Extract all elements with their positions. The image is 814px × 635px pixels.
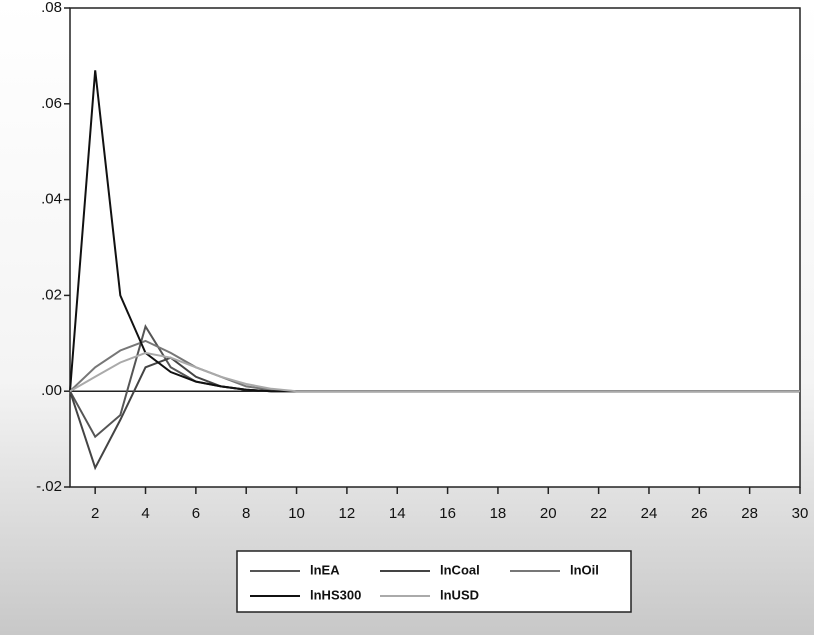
legend: lnEA lnCoal lnOil lnHS300 lnUSD	[250, 562, 599, 602]
y-tick-label: .02	[41, 286, 62, 303]
series-line	[69, 351, 800, 393]
x-tick-label: 14	[389, 505, 406, 522]
x-tick-label: 28	[741, 505, 758, 522]
x-tick-label: 18	[490, 505, 507, 522]
y-tick-label: -.02	[36, 478, 62, 495]
x-tick-label: 2	[91, 505, 99, 522]
y-tick-label: .00	[41, 382, 62, 399]
legend-label: lnHS300	[310, 587, 361, 602]
y-tick-label: .08	[41, 0, 62, 16]
x-tick-label: 8	[242, 505, 250, 522]
y-tick-label: .06	[41, 95, 62, 112]
x-tick-label: 26	[691, 505, 708, 522]
y-tick-label: .04	[41, 191, 62, 208]
legend-label: lnOil	[570, 562, 599, 577]
x-tick-label: 4	[141, 505, 149, 522]
x-tick-label: 6	[192, 505, 200, 522]
x-tick-label: 20	[540, 505, 557, 522]
x-tick-label: 22	[590, 505, 607, 522]
legend-label: lnCoal	[440, 562, 480, 577]
legend-box	[236, 550, 632, 613]
x-tick-label: 10	[288, 505, 305, 522]
plot-area	[69, 7, 801, 488]
legend-label: lnUSD	[440, 587, 479, 602]
x-tick-label: 30	[792, 505, 809, 522]
legend-label: lnEA	[310, 562, 340, 577]
x-tick-label: 12	[339, 505, 356, 522]
x-tick-label: 24	[641, 505, 658, 522]
x-tick-label: 16	[439, 505, 456, 522]
